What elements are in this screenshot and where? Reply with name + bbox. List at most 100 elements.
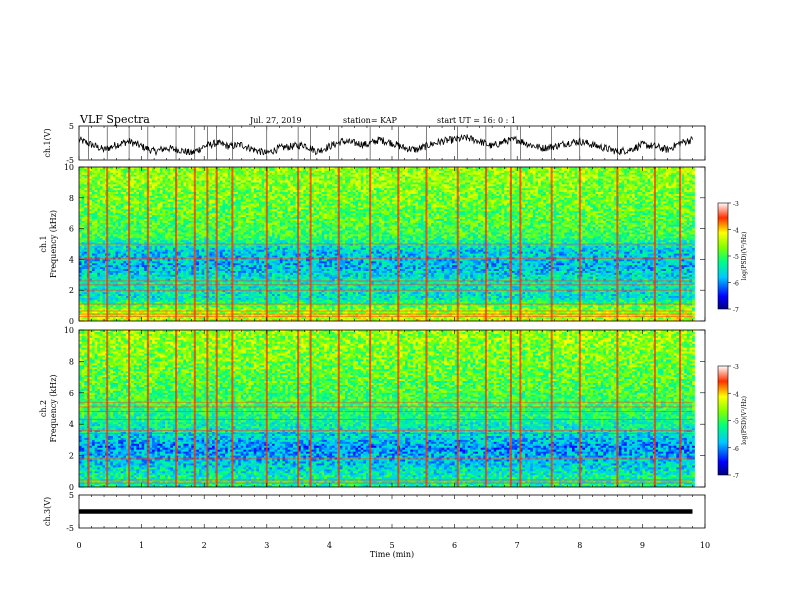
psd-cell — [254, 194, 257, 196]
psd-cell — [569, 179, 572, 181]
psd-cell — [387, 204, 390, 206]
psd-cell — [92, 177, 95, 179]
psd-cell — [181, 190, 184, 192]
psd-cell — [585, 200, 588, 202]
psd-cell — [366, 173, 369, 175]
psd-cell — [269, 202, 272, 204]
psd-cell — [413, 204, 416, 206]
psd-cell — [632, 169, 635, 171]
psd-cell — [473, 192, 476, 194]
psd-cell — [259, 202, 262, 204]
psd-cell — [142, 177, 145, 179]
psd-cell — [676, 173, 679, 175]
psd-cell — [110, 196, 113, 198]
psd-cell — [556, 204, 559, 206]
psd-cell — [189, 171, 192, 173]
psd-cell — [400, 182, 403, 184]
psd-cell — [275, 186, 278, 188]
psd-cell — [157, 186, 160, 188]
psd-cell — [465, 194, 468, 196]
psd-cell — [384, 202, 387, 204]
psd-cell — [335, 169, 338, 171]
psd-cell — [251, 192, 254, 194]
psd-cell — [614, 186, 617, 188]
psd-cell — [374, 182, 377, 184]
psd-cell — [502, 177, 505, 179]
psd-cell — [342, 182, 345, 184]
psd-cell — [528, 198, 531, 200]
psd-cell — [598, 175, 601, 177]
psd-cell — [162, 186, 165, 188]
psd-cell — [361, 169, 364, 171]
psd-cell — [152, 173, 155, 175]
psd-cell — [452, 190, 455, 192]
psd-cell — [134, 188, 137, 190]
psd-cell — [645, 180, 648, 182]
psd-cell — [676, 188, 679, 190]
psd-cell — [149, 198, 152, 200]
psd-cell — [429, 182, 432, 184]
psd-cell — [259, 194, 262, 196]
psd-cell — [528, 196, 531, 198]
psd-cell — [668, 173, 671, 175]
psd-cell — [687, 180, 690, 182]
psd-cell — [619, 169, 622, 171]
psd-cell — [684, 188, 687, 190]
psd-cell — [327, 177, 330, 179]
psd-cell — [541, 177, 544, 179]
psd-cell — [575, 186, 578, 188]
psd-cell — [246, 196, 249, 198]
psd-cell — [225, 198, 228, 200]
psd-cell — [361, 173, 364, 175]
psd-cell — [277, 198, 280, 200]
psd-cell — [533, 186, 536, 188]
psd-cell — [481, 182, 484, 184]
psd-cell — [499, 204, 502, 206]
psd-cell — [165, 204, 168, 206]
psd-cell — [142, 198, 145, 200]
psd-cell — [259, 179, 262, 181]
psd-cell — [491, 180, 494, 182]
psd-cell — [134, 192, 137, 194]
psd-cell — [436, 179, 439, 181]
psd-cell — [382, 188, 385, 190]
psd-cell — [608, 200, 611, 202]
psd-cell — [319, 175, 322, 177]
psd-cell — [392, 180, 395, 182]
psd-cell — [468, 196, 471, 198]
psd-cell — [363, 173, 366, 175]
psd-cell — [684, 192, 687, 194]
psd-cell — [629, 196, 632, 198]
psd-cell — [507, 194, 510, 196]
psd-cell — [648, 202, 651, 204]
psd-cell — [306, 177, 309, 179]
psd-cell — [335, 190, 338, 192]
psd-cell — [494, 171, 497, 173]
psd-cell — [118, 184, 121, 186]
psd-cell — [116, 198, 119, 200]
psd-cell — [624, 196, 627, 198]
psd-cell — [538, 179, 541, 181]
psd-cell — [465, 204, 468, 206]
psd-cell — [642, 196, 645, 198]
psd-cell — [585, 194, 588, 196]
psd-cell — [251, 200, 254, 202]
psd-cell — [97, 202, 100, 204]
psd-cell — [418, 175, 421, 177]
psd-cell — [382, 198, 385, 200]
psd-cell — [489, 180, 492, 182]
psd-cell — [413, 192, 416, 194]
psd-cell — [123, 190, 126, 192]
psd-cell — [585, 184, 588, 186]
psd-cell — [603, 173, 606, 175]
psd-cell — [395, 173, 398, 175]
psd-cell — [256, 169, 259, 171]
psd-cell — [160, 192, 163, 194]
psd-cell — [554, 198, 557, 200]
psd-cell — [384, 175, 387, 177]
psd-cell — [569, 190, 572, 192]
psd-cell — [382, 182, 385, 184]
psd-cell — [405, 198, 408, 200]
psd-cell — [637, 173, 640, 175]
psd-cell — [619, 179, 622, 181]
